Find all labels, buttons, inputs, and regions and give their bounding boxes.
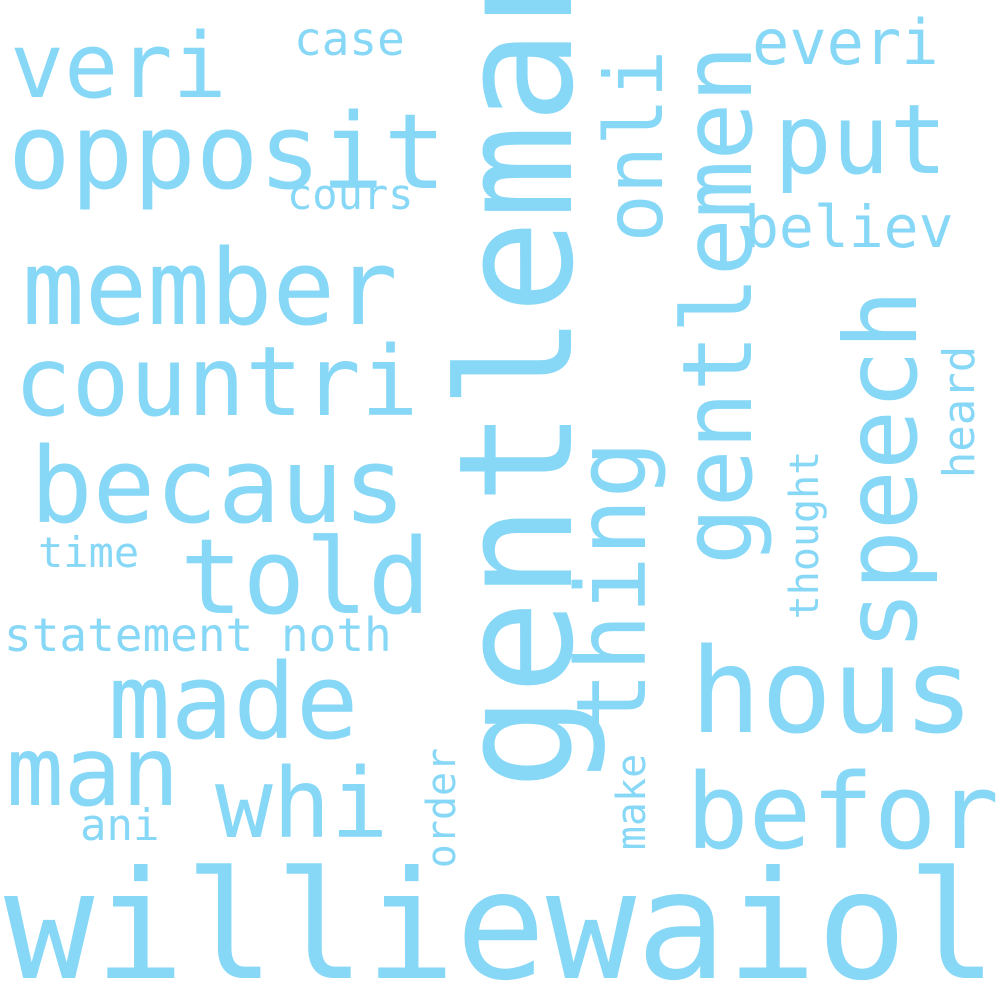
word-put: put: [774, 84, 948, 196]
word-case: case: [294, 12, 405, 66]
word-told: told: [180, 516, 431, 638]
word-noth: noth: [280, 608, 392, 662]
word-everi: everi: [752, 6, 939, 79]
word-make: make: [609, 753, 655, 851]
word-man: man: [6, 716, 180, 828]
word-order: order: [419, 747, 465, 869]
word-member: member: [22, 227, 398, 349]
word-williewaiola: williewaiola: [4, 840, 1000, 1000]
word-ani: ani: [80, 800, 160, 851]
word-becaus: becaus: [30, 425, 406, 547]
word-hous: hous: [690, 622, 975, 760]
word-thing: thing: [556, 440, 668, 730]
word-speech: speech: [823, 289, 940, 651]
word-statement-noth: statement noth: [4, 612, 392, 658]
word-made: made: [108, 641, 359, 763]
word-cours: cours: [287, 170, 414, 219]
word-opposit: opposit: [8, 91, 447, 213]
word-befor: befor: [686, 751, 1000, 873]
word-countri: countri: [14, 326, 419, 438]
word-time: time: [38, 528, 140, 577]
word-whi: whi: [215, 748, 389, 860]
word-statement: statement: [4, 608, 254, 662]
word-veri: veri: [10, 14, 227, 119]
word-gentlemen: gentlemen: [662, 44, 774, 566]
word-believ: believ: [744, 193, 954, 261]
word-thought: thought: [782, 450, 828, 620]
word-heard: heard: [934, 345, 985, 479]
